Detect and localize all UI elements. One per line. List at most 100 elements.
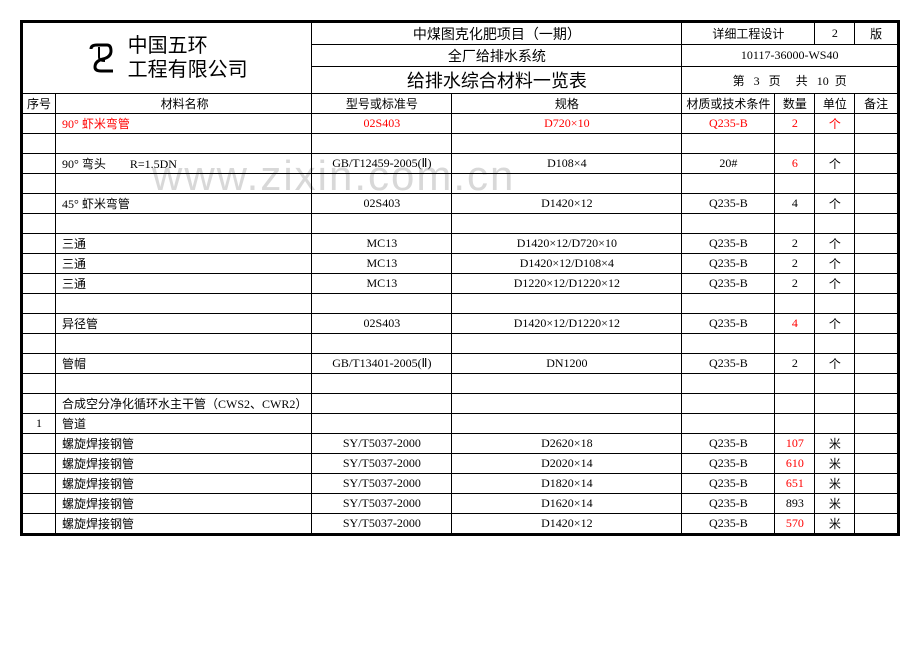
col-mat: 材质或技术条件 [682, 94, 775, 114]
cell: MC13 [312, 254, 452, 274]
cell [23, 394, 56, 414]
cell: 三通 [56, 254, 312, 274]
table-row: 三通MC13D1420×12/D108×4Q235-B2个 [23, 254, 898, 274]
cell: Q235-B [682, 354, 775, 374]
table-row: 1管道 [23, 414, 898, 434]
cell [855, 254, 898, 274]
cell [855, 274, 898, 294]
cell: 107 [775, 434, 815, 454]
table-title: 给排水综合材料一览表 [312, 67, 682, 94]
cell: 2 [775, 114, 815, 134]
cell: SY/T5037-2000 [312, 434, 452, 454]
cell [312, 334, 452, 354]
cell: 螺旋焊接钢管 [56, 494, 312, 514]
cell [452, 414, 682, 434]
table-row: 螺旋焊接钢管SY/T5037-2000D2020×14Q235-B610米 [23, 454, 898, 474]
cell: 4 [775, 194, 815, 214]
document-number: 10117-36000-WS40 [682, 45, 898, 67]
company-logo-icon [87, 41, 121, 75]
cell [775, 134, 815, 154]
cell: Q235-B [682, 454, 775, 474]
cell [855, 514, 898, 534]
cell: 2 [775, 254, 815, 274]
cell [855, 174, 898, 194]
cell: 个 [815, 254, 855, 274]
cell: 个 [815, 354, 855, 374]
cell [23, 254, 56, 274]
revision-label: 版 [855, 23, 898, 45]
cell [815, 334, 855, 354]
cell [452, 294, 682, 314]
cell [855, 214, 898, 234]
cell [56, 374, 312, 394]
table-row: 管帽GB/T13401-2005(Ⅱ)DN1200Q235-B2个 [23, 354, 898, 374]
cell [23, 294, 56, 314]
table-row [23, 334, 898, 354]
revision-number: 2 [815, 23, 855, 45]
page-ye: 页 [769, 74, 781, 88]
cell: 个 [815, 154, 855, 174]
cell: 米 [815, 474, 855, 494]
table-row [23, 294, 898, 314]
cell [775, 394, 815, 414]
cell: D1220×12/D1220×12 [452, 274, 682, 294]
cell: 管道 [56, 414, 312, 434]
page-info: 第 3 页 共 10 页 [682, 67, 898, 94]
table-row [23, 214, 898, 234]
cell [23, 494, 56, 514]
cell [23, 134, 56, 154]
cell: 570 [775, 514, 815, 534]
cell [312, 134, 452, 154]
cell: 2 [775, 274, 815, 294]
cell: 45° 虾米弯管 [56, 194, 312, 214]
cell [56, 294, 312, 314]
table-row: 螺旋焊接钢管SY/T5037-2000D1620×14Q235-B893米 [23, 494, 898, 514]
company-name: 中国五环 工程有限公司 [128, 34, 248, 82]
cell [23, 374, 56, 394]
cell: Q235-B [682, 114, 775, 134]
cell: 米 [815, 494, 855, 514]
cell: D2020×14 [452, 454, 682, 474]
table-row [23, 374, 898, 394]
cell [452, 334, 682, 354]
table-row: 合成空分净化循环水主干管（CWS2、CWR2） [23, 394, 898, 414]
cell: 02S403 [312, 194, 452, 214]
cell: D720×10 [452, 114, 682, 134]
cell: 个 [815, 194, 855, 214]
cell: 1 [23, 414, 56, 434]
cell: 2 [775, 234, 815, 254]
cell: 6 [775, 154, 815, 174]
cell: MC13 [312, 274, 452, 294]
col-std: 型号或标准号 [312, 94, 452, 114]
table-row: 90° 弯头 R=1.5DNGB/T12459-2005(Ⅱ)D108×420#… [23, 154, 898, 174]
cell: 02S403 [312, 114, 452, 134]
cell: Q235-B [682, 494, 775, 514]
cell: D1820×14 [452, 474, 682, 494]
cell: DN1200 [452, 354, 682, 374]
cell: 螺旋焊接钢管 [56, 514, 312, 534]
cell: 三通 [56, 274, 312, 294]
column-header-row: 序号 材料名称 型号或标准号 规格 材质或技术条件 数量 单位 备注 [23, 94, 898, 114]
cell: 螺旋焊接钢管 [56, 454, 312, 474]
cell [452, 174, 682, 194]
cell: GB/T13401-2005(Ⅱ) [312, 354, 452, 374]
cell [682, 374, 775, 394]
cell [775, 374, 815, 394]
cell [23, 354, 56, 374]
cell [855, 414, 898, 434]
cell [775, 294, 815, 314]
cell: 三通 [56, 234, 312, 254]
table-row: 三通MC13D1420×12/D720×10Q235-B2个 [23, 234, 898, 254]
cell [855, 454, 898, 474]
cell: Q235-B [682, 274, 775, 294]
cell: Q235-B [682, 474, 775, 494]
company-logo-cell: 中国五环 工程有限公司 [23, 23, 312, 94]
cell: 610 [775, 454, 815, 474]
cell [855, 394, 898, 414]
cell: 米 [815, 454, 855, 474]
cell: D1420×12/D108×4 [452, 254, 682, 274]
cell [682, 294, 775, 314]
cell [775, 214, 815, 234]
cell [682, 174, 775, 194]
cell [682, 394, 775, 414]
